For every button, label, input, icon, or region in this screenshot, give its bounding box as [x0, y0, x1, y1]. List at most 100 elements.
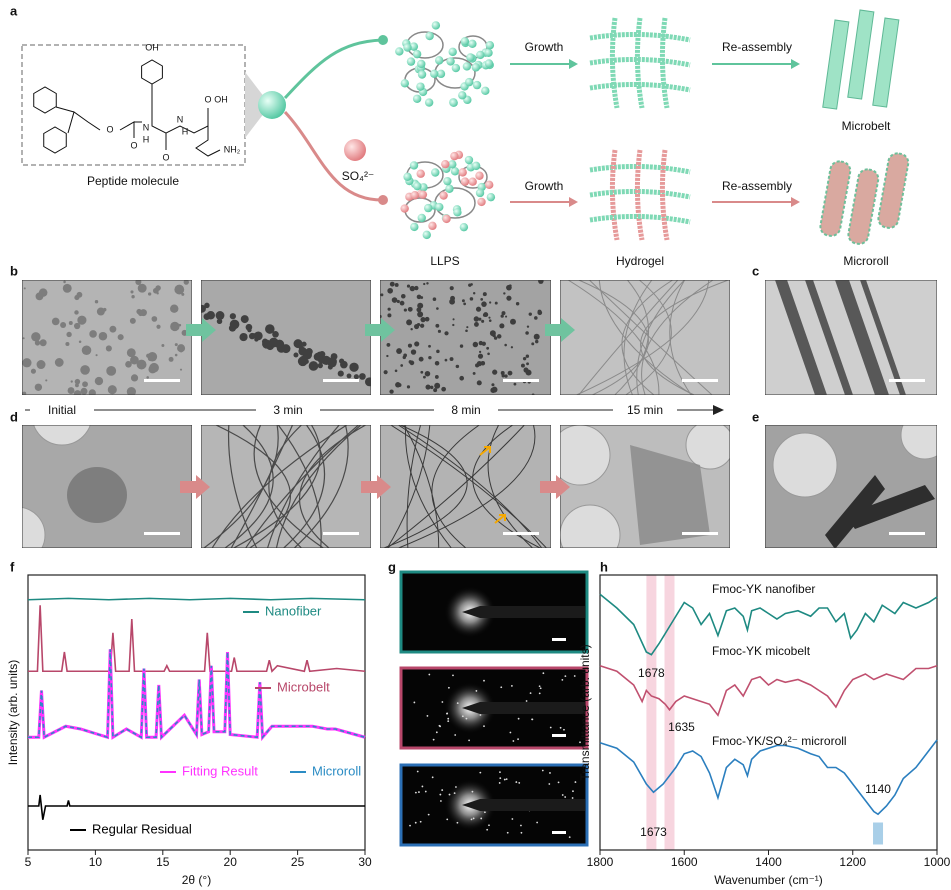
saed-spot — [488, 824, 490, 827]
x-tick-label: 1600 — [671, 855, 698, 869]
saed-spot — [414, 821, 417, 824]
arrow-head — [791, 59, 800, 69]
particle — [65, 341, 70, 347]
particle — [60, 321, 67, 328]
particle — [489, 330, 496, 337]
particle — [431, 168, 440, 177]
particle — [488, 319, 492, 322]
saed-spot — [438, 724, 441, 727]
particle — [481, 319, 485, 323]
particle — [468, 177, 477, 186]
saed-spot — [573, 675, 576, 677]
particle — [475, 306, 482, 312]
particle — [434, 375, 439, 379]
timeline-label: 15 min — [627, 403, 663, 417]
particle — [105, 345, 112, 352]
sheet — [630, 445, 710, 545]
y-axis-label: Intensity (arb. units) — [6, 660, 20, 765]
saed-spot — [559, 726, 562, 729]
branch — [283, 110, 383, 202]
particle — [400, 364, 404, 367]
saed-spot — [483, 679, 485, 682]
bond — [55, 106, 101, 134]
particle — [452, 318, 455, 321]
fiber — [404, 425, 452, 548]
saed-spot — [564, 796, 567, 798]
timeline-label-bg — [434, 402, 498, 418]
particle — [425, 384, 431, 390]
particle — [389, 281, 395, 287]
particle — [305, 348, 313, 356]
saed-spot — [499, 777, 502, 780]
particle — [476, 361, 482, 367]
particle — [172, 322, 178, 328]
saed-spot — [542, 672, 545, 675]
particle — [424, 203, 433, 213]
fiber — [621, 280, 673, 395]
particle — [30, 368, 36, 374]
particle — [416, 169, 425, 178]
particle — [471, 161, 481, 171]
scale-bar — [889, 532, 925, 535]
particle — [537, 309, 542, 314]
particle — [74, 322, 81, 330]
particle — [387, 287, 393, 294]
atom-label: H — [182, 126, 189, 136]
particle — [126, 386, 136, 395]
particle — [406, 57, 416, 66]
saed-spot — [557, 781, 560, 784]
beam-stop — [462, 606, 585, 618]
particle — [520, 363, 525, 368]
saed-spot — [483, 811, 486, 814]
gel-fiber — [659, 17, 670, 109]
saed-spot — [448, 793, 451, 796]
particle — [507, 370, 513, 376]
particle — [531, 342, 535, 346]
particle — [448, 160, 457, 169]
timeline-label-bg — [30, 402, 94, 418]
hole — [33, 425, 91, 446]
particle — [448, 47, 457, 57]
particle — [499, 323, 505, 329]
particle — [395, 382, 401, 388]
saed-spot — [479, 771, 482, 774]
ion-sphere — [344, 139, 366, 161]
particle — [428, 344, 431, 348]
particle — [239, 333, 248, 342]
particle — [161, 344, 165, 347]
hole — [900, 425, 937, 460]
scale-bar — [682, 379, 718, 382]
particle — [337, 370, 344, 377]
microroll — [877, 152, 910, 229]
particle — [78, 340, 82, 344]
series-line — [28, 794, 365, 820]
particle — [504, 343, 507, 347]
particle — [331, 356, 336, 361]
micrograph — [765, 425, 937, 548]
saed-spot — [538, 685, 541, 688]
saed-spot — [538, 692, 541, 695]
particle — [380, 293, 384, 297]
particle — [403, 353, 407, 358]
legend-label: Regular Residual — [92, 821, 192, 836]
saed-spot — [525, 700, 528, 702]
saed-spot — [510, 685, 513, 687]
atom-label: N — [143, 122, 150, 132]
particle — [417, 59, 426, 69]
particle — [98, 331, 108, 341]
particle — [22, 391, 27, 395]
particle — [174, 284, 185, 295]
micrograph — [201, 425, 371, 548]
particle — [472, 371, 476, 375]
annotation: 1673 — [640, 825, 667, 839]
particle — [480, 297, 484, 301]
particle — [416, 82, 425, 91]
x-tick-label: 15 — [156, 855, 170, 869]
saed-spot — [427, 813, 430, 816]
particle — [431, 21, 441, 30]
particle — [501, 311, 506, 316]
saed-spot — [456, 702, 459, 705]
particle — [491, 386, 498, 393]
fiber — [641, 280, 714, 395]
particle — [54, 358, 64, 367]
